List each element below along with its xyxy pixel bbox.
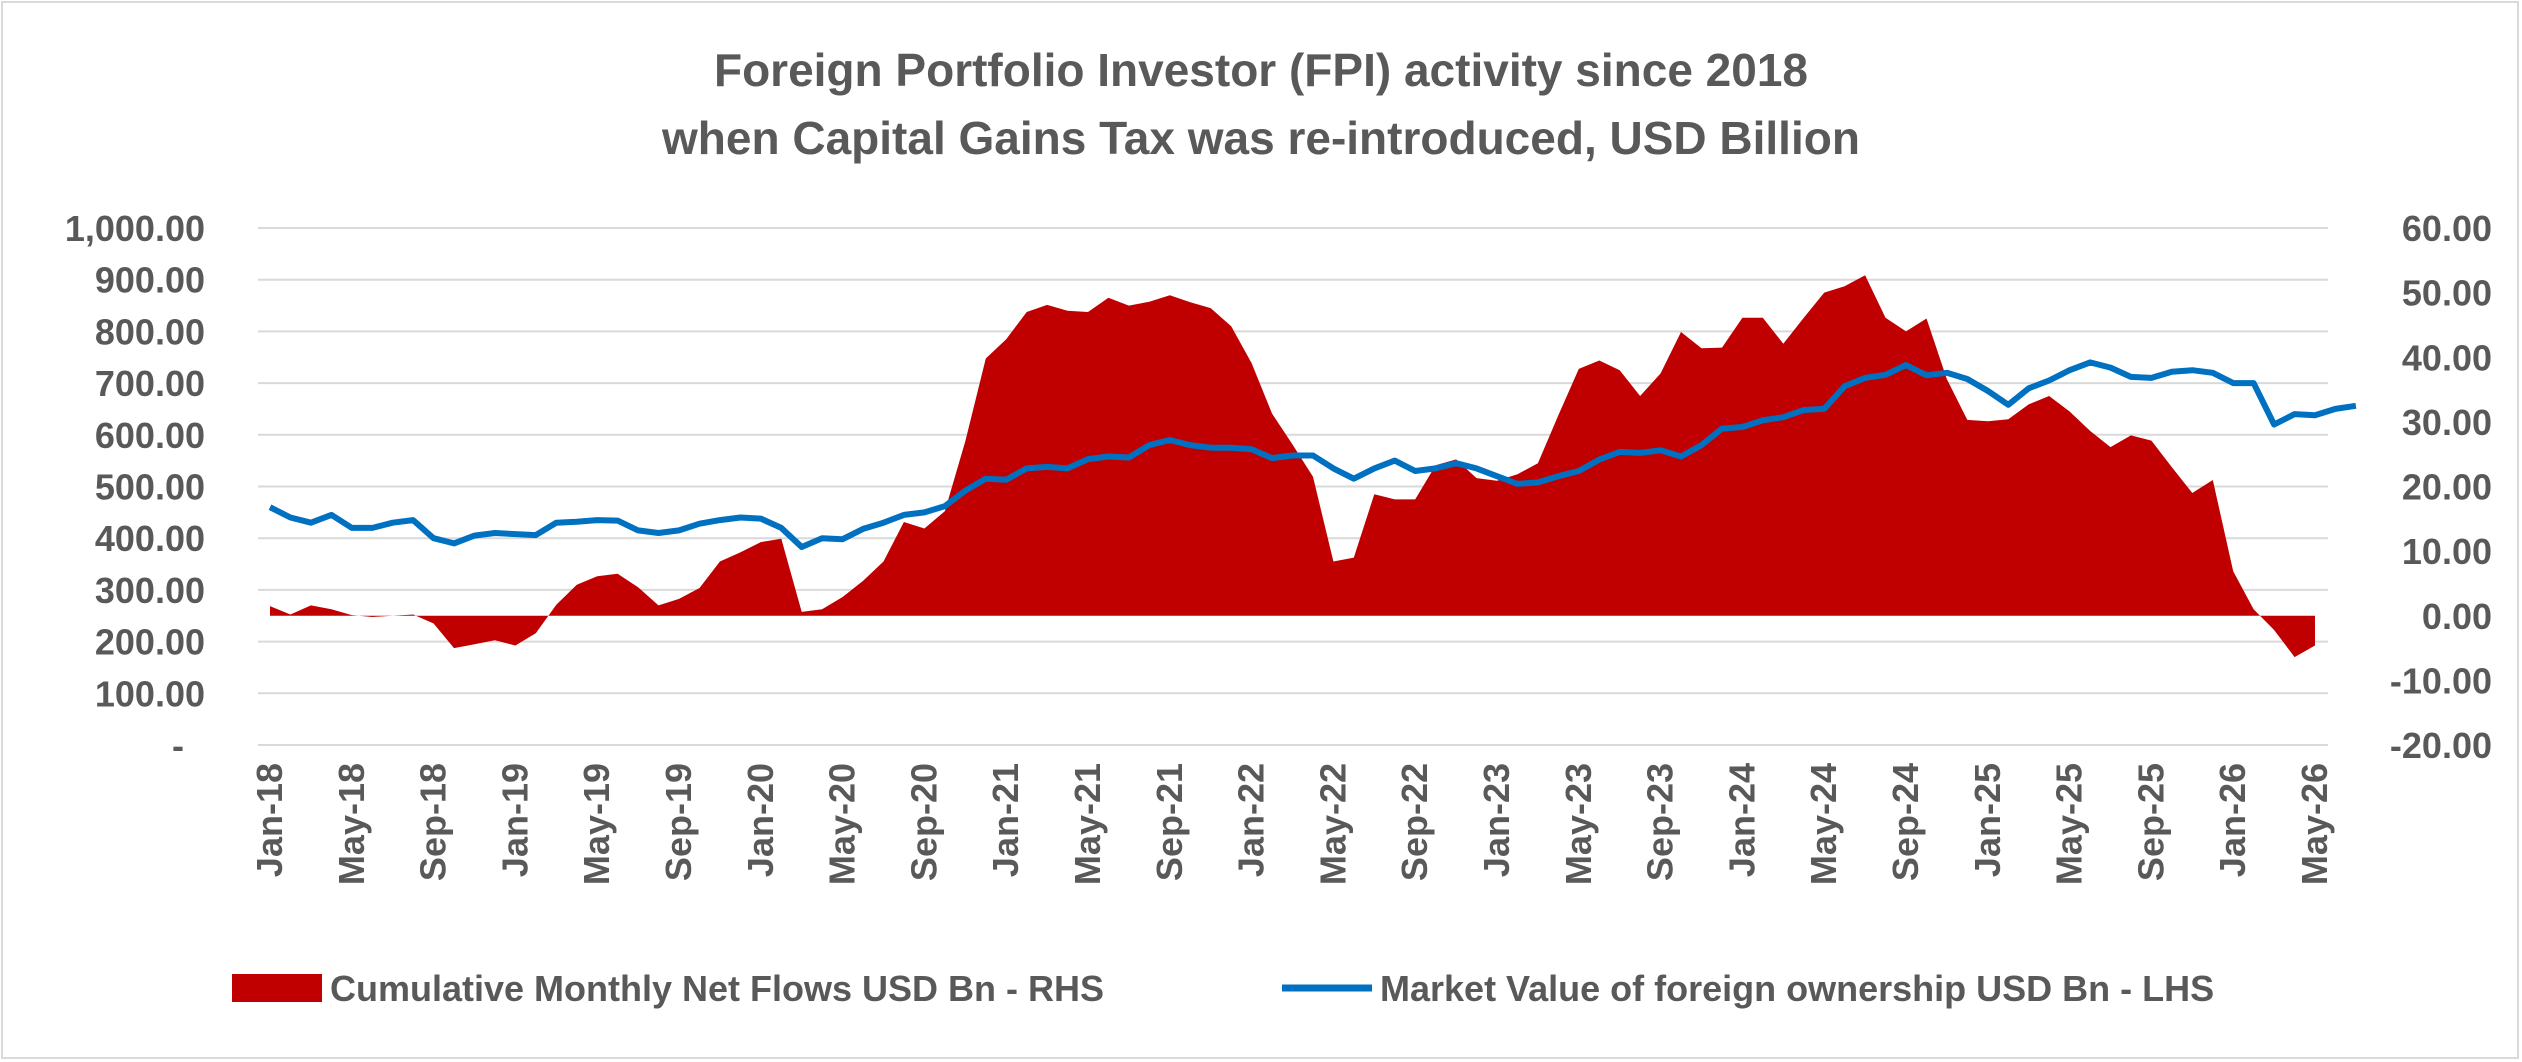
x-tick-label-16: May-23 [1558,763,1599,885]
right-tick-label-0: -20.00 [2390,725,2492,766]
left-tick-label-9: 900.00 [95,260,205,301]
right-tick-label-6: 40.00 [2402,337,2492,378]
x-tick-label-1: May-18 [331,763,372,885]
x-axis: Jan-18 May-18 Sep-18 Jan-19 May-19 Sep-19 Jan-… [249,763,2335,885]
x-tick-label-10: May-21 [1067,763,1108,885]
chart-title-line-2: when Capital Gains Tax was re-introduced… [661,112,1860,164]
x-tick-label-7: May-20 [822,763,863,885]
right-tick-label-4: 20.00 [2402,467,2492,508]
right-tick-label-5: 30.00 [2402,402,2492,443]
x-tick-label-2: Sep-18 [413,763,454,881]
left-tick-label-5: 500.00 [95,467,205,508]
left-tick-label-1: 100.00 [95,673,205,714]
legend-label-market-value: Market Value of foreign ownership USD Bn… [1380,968,2214,1009]
right-tick-label-7: 50.00 [2402,273,2492,314]
x-tick-label-11: Sep-21 [1149,763,1190,881]
x-tick-label-5: Sep-19 [658,763,699,881]
x-tick-label-4: May-19 [576,763,617,885]
right-tick-label-8: 60.00 [2402,208,2492,249]
right-tick-label-3: 10.00 [2402,531,2492,572]
left-axis: - 100.00 200.00 300.00 400.00 500.00 600.00 700… [65,208,205,766]
x-tick-label-23: Sep-25 [2130,763,2171,881]
left-tick-label-7: 700.00 [95,363,205,404]
x-tick-label-8: Sep-20 [903,763,944,881]
x-tick-label-19: May-24 [1803,763,1844,885]
right-axis: -20.00 -10.00 0.00 10.00 20.00 30.00 40.00 50.0… [2390,208,2492,766]
legend-swatch-net-flows [232,974,322,1002]
x-tick-label-0: Jan-18 [249,763,290,877]
right-tick-label-1: -10.00 [2390,660,2492,701]
left-tick-label-3: 300.00 [95,570,205,611]
left-tick-label-4: 400.00 [95,518,205,559]
legend-label-net-flows: Cumulative Monthly Net Flows USD Bn - RH… [330,968,1104,1009]
left-tick-label-6: 600.00 [95,415,205,456]
x-tick-label-25: May-26 [2294,763,2335,885]
legend: Cumulative Monthly Net Flows USD Bn - RH… [232,968,2214,1009]
cumulative-net-flows-area [270,275,2315,658]
x-tick-label-20: Sep-24 [1885,763,1926,881]
chart-title-line-1: Foreign Portfolio Investor (FPI) activit… [714,44,1808,96]
left-tick-label-10: 1,000.00 [65,208,205,249]
market-value-line [268,359,2357,550]
x-tick-label-18: Jan-24 [1721,763,1762,877]
x-tick-label-3: Jan-19 [494,763,535,877]
left-tick-label-0: - [172,725,184,766]
x-tick-label-22: May-25 [2049,763,2090,885]
x-tick-label-6: Jan-20 [740,763,781,877]
x-tick-label-15: Jan-23 [1476,763,1517,877]
left-tick-label-8: 800.00 [95,311,205,352]
left-tick-label-2: 200.00 [95,622,205,663]
x-tick-label-17: Sep-23 [1640,763,1681,881]
right-tick-label-2: 0.00 [2422,596,2492,637]
x-tick-label-14: Sep-22 [1394,763,1435,881]
x-tick-label-9: Jan-21 [985,763,1026,877]
x-tick-label-24: Jan-26 [2212,763,2253,877]
x-tick-label-21: Jan-25 [1967,763,2008,877]
x-tick-label-13: May-22 [1312,763,1353,885]
x-tick-label-12: Jan-22 [1231,763,1272,877]
